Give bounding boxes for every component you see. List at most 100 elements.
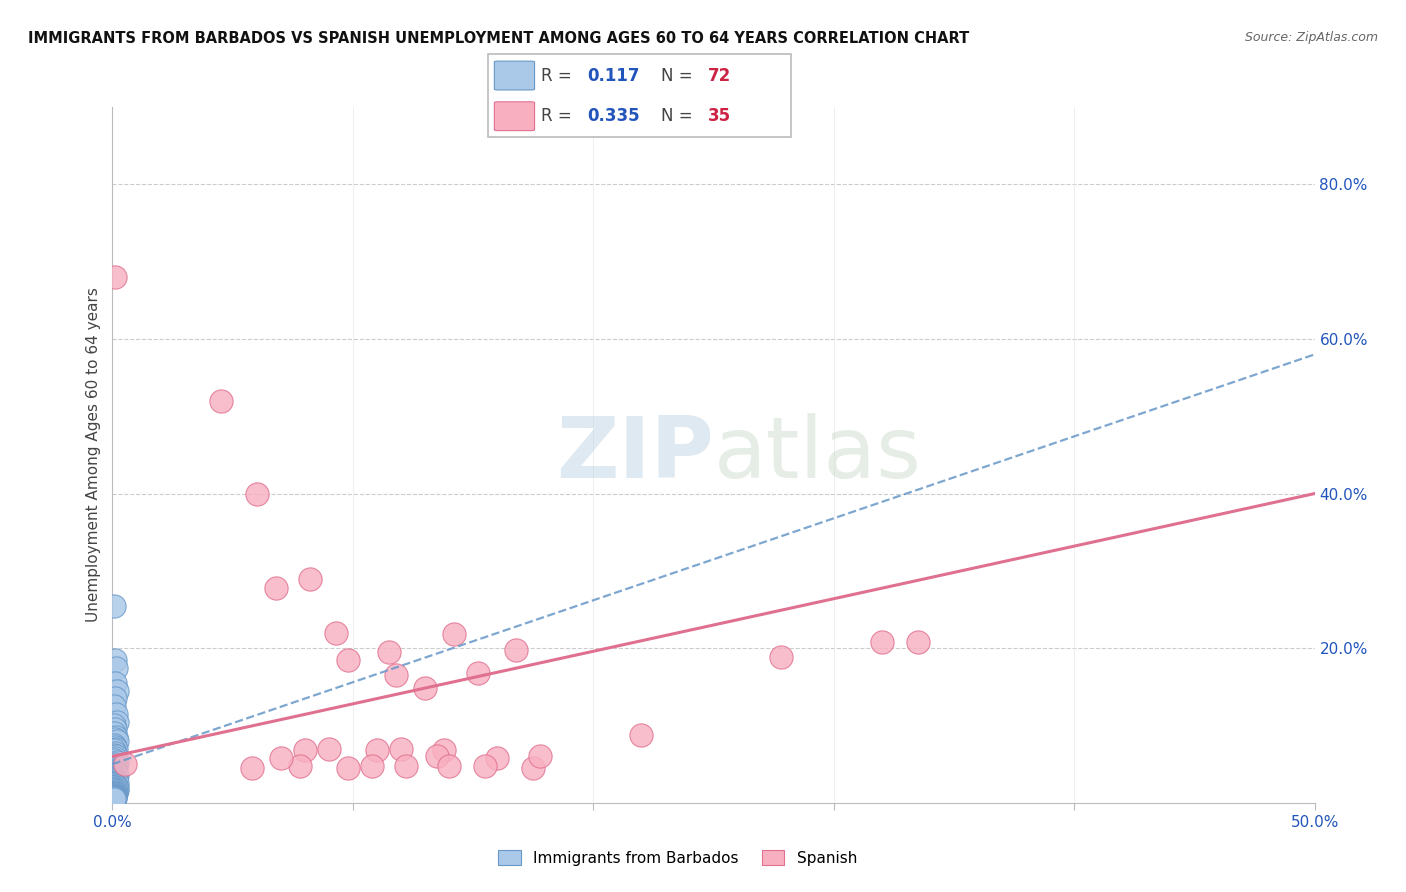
Text: N =: N =	[661, 67, 693, 85]
Point	[337, 761, 360, 775]
Point	[104, 770, 127, 784]
FancyBboxPatch shape	[495, 102, 534, 130]
Point	[103, 778, 125, 792]
Point	[103, 773, 125, 788]
Point	[103, 789, 125, 803]
Text: 0.117: 0.117	[588, 67, 640, 85]
Point	[529, 749, 551, 764]
Point	[105, 782, 128, 797]
Text: N =: N =	[661, 107, 693, 125]
Point	[105, 781, 128, 796]
Text: Source: ZipAtlas.com: Source: ZipAtlas.com	[1244, 31, 1378, 45]
Point	[474, 758, 496, 772]
Point	[104, 732, 127, 747]
Text: 35: 35	[707, 107, 731, 125]
Point	[105, 768, 128, 782]
Point	[104, 771, 127, 785]
Point	[104, 757, 127, 772]
Point	[630, 728, 652, 742]
Point	[104, 751, 127, 765]
Point	[104, 270, 127, 285]
Point	[103, 763, 125, 777]
Point	[104, 723, 127, 737]
Point	[104, 787, 127, 801]
Point	[104, 691, 127, 706]
Text: R =: R =	[541, 67, 571, 85]
Point	[337, 653, 360, 667]
Point	[104, 774, 127, 789]
Point	[104, 749, 127, 764]
Point	[105, 776, 128, 790]
Point	[103, 780, 125, 795]
Point	[103, 787, 125, 801]
Point	[103, 789, 125, 804]
Text: 72: 72	[707, 67, 731, 85]
Point	[104, 790, 127, 805]
Point	[104, 772, 127, 787]
Point	[103, 788, 125, 802]
Point	[443, 627, 465, 641]
Legend: Immigrants from Barbados, Spanish: Immigrants from Barbados, Spanish	[492, 844, 863, 871]
Point	[114, 757, 136, 772]
Point	[104, 789, 127, 803]
Point	[413, 681, 436, 696]
Point	[378, 645, 401, 659]
Point	[103, 767, 125, 781]
Point	[104, 791, 127, 805]
Point	[270, 751, 292, 765]
Point	[103, 775, 125, 789]
Point	[103, 772, 125, 786]
Point	[104, 781, 127, 796]
Point	[103, 726, 125, 740]
Point	[103, 743, 125, 757]
Point	[104, 740, 127, 755]
Point	[209, 393, 232, 408]
Y-axis label: Unemployment Among Ages 60 to 64 years: Unemployment Among Ages 60 to 64 years	[86, 287, 101, 623]
Point	[395, 758, 418, 772]
Point	[104, 653, 127, 667]
Point	[103, 738, 125, 752]
Point	[361, 758, 384, 772]
Point	[318, 741, 340, 756]
Point	[104, 676, 127, 690]
Point	[240, 761, 263, 775]
Point	[104, 764, 127, 778]
Text: atlas: atlas	[713, 413, 921, 497]
Point	[522, 761, 544, 775]
Point	[105, 730, 128, 744]
Point	[366, 743, 388, 757]
Point	[104, 780, 127, 794]
Point	[105, 683, 128, 698]
Point	[103, 789, 125, 804]
Point	[103, 783, 125, 797]
Point	[103, 788, 125, 802]
Point	[103, 747, 125, 762]
Point	[437, 758, 460, 772]
Text: R =: R =	[541, 107, 571, 125]
FancyBboxPatch shape	[488, 54, 792, 137]
Point	[105, 786, 128, 800]
Point	[103, 775, 125, 789]
Point	[103, 786, 125, 800]
Point	[264, 581, 287, 595]
Point	[104, 761, 127, 775]
Point	[103, 753, 125, 767]
Point	[246, 486, 269, 500]
Point	[104, 766, 127, 780]
Point	[103, 758, 125, 772]
Point	[105, 760, 128, 774]
Point	[103, 699, 125, 714]
Point	[769, 650, 792, 665]
Point	[105, 755, 128, 769]
Point	[486, 751, 509, 765]
Point	[433, 743, 456, 757]
FancyBboxPatch shape	[495, 62, 534, 90]
Point	[105, 706, 128, 721]
Point	[104, 784, 127, 798]
Point	[385, 668, 408, 682]
Point	[389, 741, 412, 756]
Point	[298, 572, 321, 586]
Point	[870, 635, 893, 649]
Point	[104, 785, 127, 799]
Point	[288, 758, 311, 772]
